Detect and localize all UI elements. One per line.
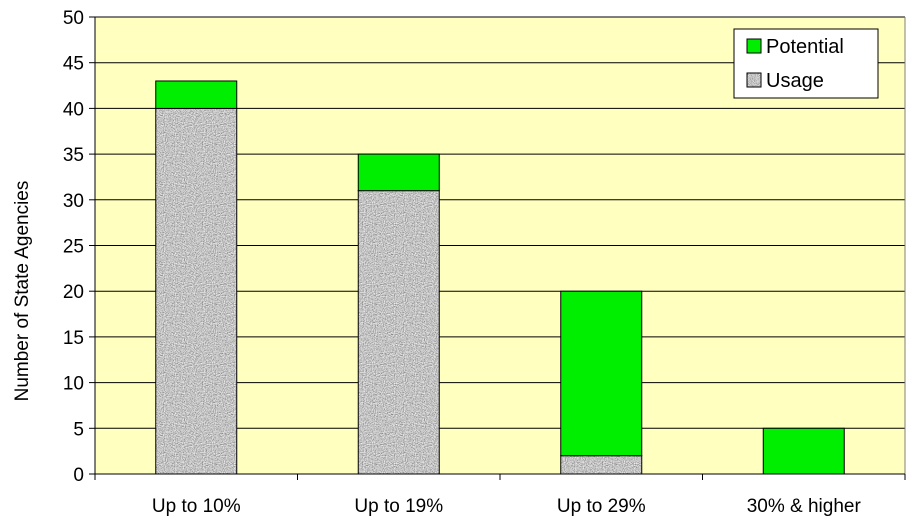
y-tick-label: 40 — [63, 99, 84, 120]
y-tick-labels: 0 5 10 15 20 25 30 35 40 45 50 — [63, 8, 84, 486]
x-tick-label: Up to 29% — [557, 496, 646, 517]
bar-potential-2 — [357, 153, 440, 192]
legend-swatch-usage — [746, 72, 762, 88]
x-tick-label: Up to 10% — [152, 496, 241, 517]
bar-potential-4 — [762, 427, 845, 475]
y-tick-label: 15 — [63, 328, 84, 349]
bar-potential-3 — [560, 290, 643, 457]
y-tick-label: 45 — [63, 54, 84, 75]
y-axis-label: Number of State Agencies — [12, 181, 33, 402]
y-tick-label: 5 — [73, 419, 84, 440]
x-tick-label: 30% & higher — [747, 496, 862, 517]
y-tick-label: 30 — [63, 191, 84, 212]
bar-usage-2 — [357, 190, 440, 475]
legend-label-usage: Usage — [766, 70, 824, 92]
bar-potential-1 — [155, 80, 238, 109]
bar-usage-3 — [560, 455, 643, 475]
x-tick-labels: Up to 10% Up to 19% Up to 29% 30% & higher — [152, 496, 862, 517]
bar-usage-1 — [155, 107, 238, 475]
x-tick-label: Up to 19% — [354, 496, 443, 517]
legend: Potential Usage — [733, 28, 879, 99]
y-tick-label: 25 — [63, 237, 84, 258]
y-tick-label: 20 — [63, 282, 84, 303]
legend-label-potential: Potential — [766, 36, 844, 58]
y-tick-label: 35 — [63, 145, 84, 166]
bars — [155, 80, 845, 475]
axes — [89, 16, 906, 480]
y-tick-label: 50 — [63, 8, 84, 29]
y-tick-label: 10 — [63, 374, 84, 395]
legend-swatch-potential — [746, 38, 762, 54]
y-tick-label: 0 — [73, 465, 84, 486]
